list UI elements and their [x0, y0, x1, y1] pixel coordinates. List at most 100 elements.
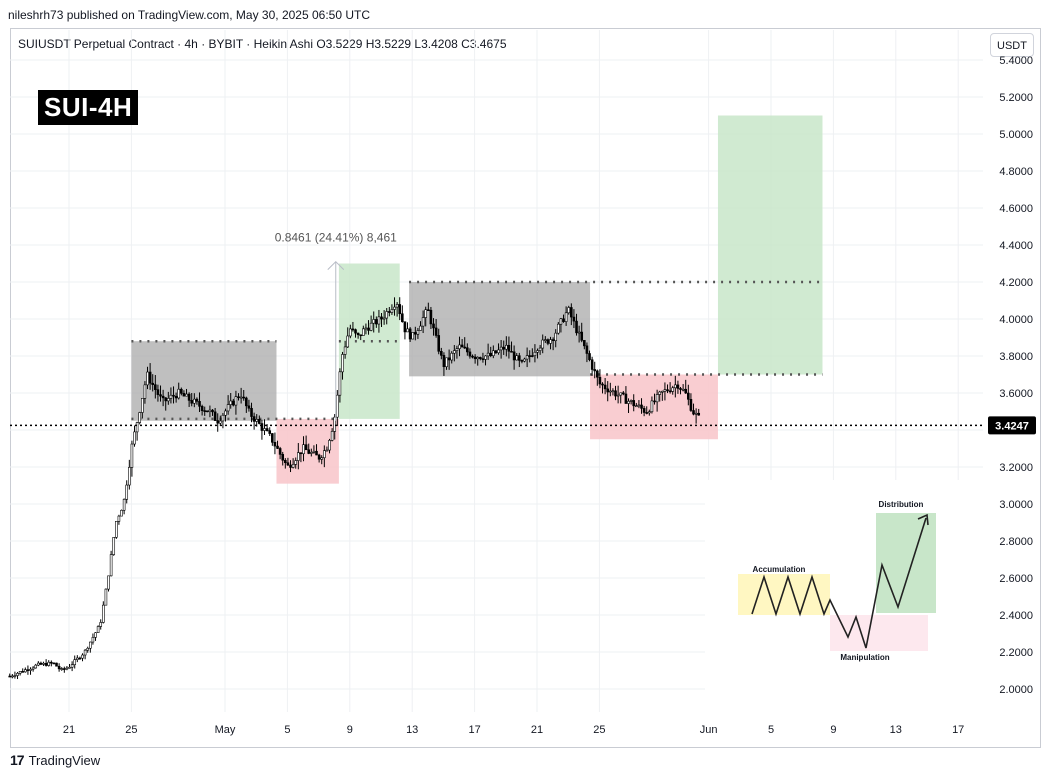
- candle-body: [164, 397, 168, 402]
- time-tick-label: 17: [952, 724, 964, 736]
- candle-body: [221, 414, 225, 422]
- candle-body: [497, 349, 500, 354]
- candle-body: [81, 654, 84, 659]
- candle-body: [450, 352, 454, 361]
- candle-body: [385, 311, 389, 319]
- candle-body: [169, 394, 173, 399]
- candle-body: [598, 376, 602, 385]
- candle-body: [346, 335, 350, 348]
- candle-body: [570, 307, 573, 318]
- candle-body: [148, 371, 152, 384]
- candle-body: [577, 331, 581, 334]
- candle-body: [265, 428, 269, 431]
- candle-body: [642, 408, 646, 413]
- currency-button[interactable]: USDT: [990, 33, 1034, 57]
- candle-body: [31, 667, 35, 670]
- candle-body: [96, 626, 100, 633]
- time-tick-label: 21: [531, 724, 543, 736]
- candle-body: [557, 323, 560, 334]
- candle-body: [18, 671, 22, 674]
- price-tick-label: 5.2000: [999, 92, 1033, 104]
- price-tick-label: 4.2000: [999, 277, 1033, 289]
- price-tick-label: 2.8000: [999, 536, 1033, 548]
- candle-body: [460, 344, 464, 348]
- candle-body: [676, 384, 680, 389]
- candle-body: [52, 662, 56, 665]
- time-tick-label: 25: [125, 724, 137, 736]
- footer-brand[interactable]: TradingView: [28, 752, 101, 768]
- candle-body: [242, 396, 246, 399]
- candle-body: [442, 355, 446, 368]
- candle-body: [562, 318, 565, 322]
- candle-body: [679, 388, 682, 390]
- candle-body: [44, 662, 48, 666]
- candle-body: [63, 668, 66, 670]
- candle-body: [658, 391, 662, 395]
- tradingview-logo-icon: 17: [10, 752, 25, 768]
- price-tick-label: 2.2000: [999, 647, 1033, 659]
- candle-body: [91, 637, 95, 643]
- time-tick-label: 25: [593, 724, 605, 736]
- chart-tag: SUI-4H: [38, 90, 139, 125]
- candle-body: [68, 666, 71, 669]
- candle-body: [455, 348, 459, 351]
- candle-body: [128, 467, 131, 486]
- candle-body: [601, 383, 604, 386]
- time-tick-label: Jun: [700, 724, 718, 736]
- candle-body: [473, 356, 477, 360]
- candle-body: [567, 307, 571, 314]
- candle-body: [492, 350, 495, 356]
- price-tick-label: 4.4000: [999, 240, 1033, 252]
- candle-body: [135, 422, 139, 433]
- candle-body: [388, 311, 391, 313]
- candle-body: [616, 394, 620, 397]
- candle-body: [211, 409, 214, 413]
- candle-body: [432, 323, 435, 329]
- measure-label: 0.8461 (24.41%) 8,461: [275, 231, 397, 245]
- candle-body: [411, 332, 415, 340]
- candle-body: [559, 318, 563, 325]
- candle-body: [401, 313, 404, 323]
- candle-body: [133, 431, 136, 445]
- candle-body: [245, 397, 248, 407]
- candle-body: [689, 399, 693, 411]
- candle-body: [546, 339, 550, 344]
- candle-body: [486, 352, 490, 357]
- wyckoff-path: [751, 517, 927, 649]
- candle-body: [182, 393, 186, 397]
- time-tick-label: 9: [347, 724, 353, 736]
- candle-body: [351, 328, 355, 331]
- candle-body: [177, 388, 181, 399]
- distribution-box: [876, 513, 936, 613]
- candle-body: [107, 575, 110, 590]
- candle-body: [445, 357, 448, 368]
- candle-body: [453, 350, 456, 354]
- candle-body: [447, 357, 451, 361]
- candle-body: [286, 462, 290, 466]
- candle-body: [395, 304, 399, 308]
- candle-body: [21, 671, 25, 673]
- candle-body: [260, 423, 264, 431]
- candle-body: [544, 339, 547, 341]
- candle-body: [614, 390, 617, 397]
- zone-boxes: [131, 115, 823, 484]
- candle-body: [627, 400, 630, 404]
- candle-body: [354, 329, 357, 334]
- candle-body: [697, 412, 701, 416]
- candle-body: [151, 382, 155, 385]
- candle-body: [24, 669, 27, 673]
- price-tick-label: 3.6000: [999, 388, 1033, 400]
- footer: 17 TradingView: [10, 752, 100, 768]
- candle-body: [655, 394, 659, 403]
- candle-body: [237, 396, 240, 398]
- candle-body: [362, 328, 365, 336]
- manipulation-box: [830, 615, 928, 651]
- candle-body: [406, 328, 409, 333]
- candle-body: [112, 537, 116, 555]
- price-tick-label: 5.0000: [999, 129, 1033, 141]
- candle-body: [476, 357, 480, 360]
- candle-body: [554, 332, 558, 342]
- candle-body: [57, 665, 61, 670]
- candle-body: [109, 554, 113, 577]
